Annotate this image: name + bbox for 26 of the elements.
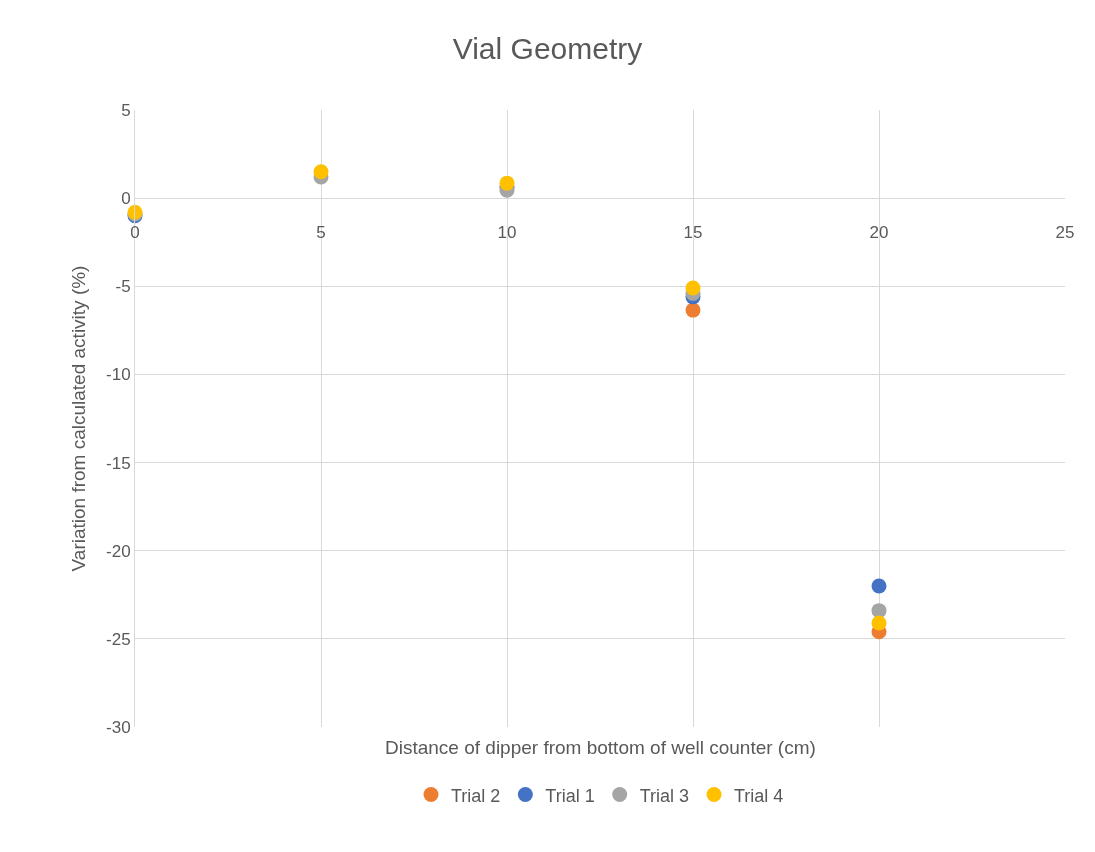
point <box>499 175 515 191</box>
chart-title: Vial Geometry <box>452 32 643 66</box>
x-tick-label: 10 <box>497 223 517 243</box>
y-axis-title: Variation from calculated activity (%) <box>67 265 89 572</box>
y-tick-label: -5 <box>115 277 131 297</box>
y-tick-label: -20 <box>106 541 131 561</box>
y-tick-label: -30 <box>106 717 131 737</box>
legend-label: Trial 1 <box>545 785 595 806</box>
x-tick-label: 5 <box>316 223 326 243</box>
x-tick-label: 15 <box>683 223 703 243</box>
y-tick-label: -25 <box>106 629 131 649</box>
y-tick-label: 5 <box>121 100 131 120</box>
legend-label: Trial 2 <box>451 785 501 806</box>
point <box>685 280 701 296</box>
point <box>871 615 887 631</box>
point <box>685 302 701 318</box>
point <box>313 164 329 180</box>
legend-label: Trial 4 <box>734 785 784 806</box>
x-tick-label: 25 <box>1055 223 1075 243</box>
legend-label: Trial 3 <box>639 785 690 806</box>
point <box>871 578 887 594</box>
y-tick-label: -15 <box>106 453 131 473</box>
y-tick-label: 0 <box>121 189 131 209</box>
x-axis-title: Distance of dipper from bottom of well counter (cm) <box>385 737 816 758</box>
y-tick-label: -10 <box>106 365 131 385</box>
x-tick-label: 20 <box>869 223 889 243</box>
